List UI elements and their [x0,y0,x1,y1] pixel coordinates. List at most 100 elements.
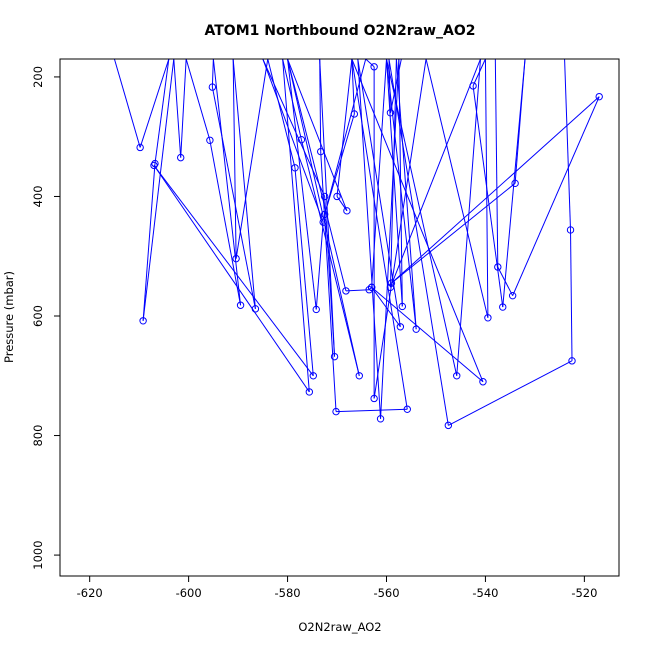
series-line-segment [282,59,310,392]
data-point [320,210,329,219]
data-point [412,325,420,333]
series-line-segment [180,59,187,158]
series-line-segment [514,59,526,184]
x-tick-label: -580 [275,586,301,600]
y-tick-label: 800 [31,425,45,447]
series-line-segment [336,59,353,197]
data-point [484,314,492,322]
series-line-segment [319,59,322,152]
data-point [330,352,339,361]
data-point [355,372,363,380]
data-point [150,161,158,170]
series-line-segment [345,289,370,292]
series-line-segment [185,59,211,141]
series-line-segment [142,59,175,321]
data-point [444,421,453,430]
data-point [251,305,260,313]
data-point [396,323,405,331]
data-point [297,135,306,144]
data-point [365,286,373,294]
x-tick-label: -520 [571,586,597,600]
data-point [343,207,351,215]
series-line-segment [212,59,242,306]
data-point [595,92,603,101]
y-tick-label: 1000 [31,540,45,569]
data-point [177,153,185,162]
series-line-segment [357,59,382,419]
data-point [499,303,507,311]
series-line-segment [153,165,310,393]
data-point [320,192,329,201]
data-point [370,394,378,403]
series-line-segment [324,113,355,215]
data-point [508,291,517,300]
y-tick-label: 600 [31,305,45,327]
x-axis-label: O2N2raw_AO2 [298,620,381,634]
series-line-segment [267,59,296,168]
x-tick-label: -560 [373,586,399,600]
data-point [350,110,359,118]
series-line-segment [287,59,347,292]
y-tick-label: 400 [31,185,45,207]
chart-title: ATOM1 Northbound O2N2raw_AO2 [205,23,476,39]
data-point [386,109,395,117]
data-point [568,357,576,365]
series-line-segment [209,140,242,306]
series-line-segment [154,59,170,164]
series-line-segment [448,360,573,426]
series-line-segment [494,59,499,268]
series-line-segment [262,59,324,223]
series-line-segment [153,165,314,377]
series-line-segment [386,59,458,376]
data-point [291,164,299,172]
series-line-segment [262,59,326,197]
series-line-segment [300,139,360,376]
series-line-segment [564,59,572,230]
series-line-segment [142,163,156,321]
data-point [139,317,147,325]
data-point [319,218,327,226]
series-line-segment [324,59,367,215]
data-point [312,305,320,314]
series-line-segment [235,59,269,259]
series-line-segment [315,222,324,310]
series-line-segment [287,59,348,211]
data-point [136,143,144,152]
series-line-segment [319,59,336,357]
series-line-segment [373,59,427,399]
series-line-segment [389,59,481,288]
series-line-segment [287,59,317,310]
y-tick-label: 200 [31,66,45,88]
series-line-segment [232,59,256,309]
series-line-segment [570,229,573,361]
series-line-segment [173,59,182,158]
series-line-segment [425,59,489,318]
data-point [232,254,240,263]
data-point [309,372,317,380]
series-line-segment [497,266,514,296]
data-point [566,226,575,234]
series-line-segment [211,59,214,88]
series-line-segment [380,59,400,419]
series-line-segment [472,59,486,87]
data-point [151,159,159,168]
series-line-segment [211,86,256,309]
data-layer [113,59,603,430]
series-line-segment [320,151,337,412]
series-line-segment [385,59,417,330]
data-point [342,287,350,295]
series-line-segment [232,59,237,259]
data-point [333,192,341,201]
x-tick-label: -600 [176,586,202,600]
y-axis-label: Pressure (mbar) [2,271,16,363]
data-point [398,302,407,311]
series-line-segment [371,286,484,383]
data-point [332,407,340,416]
series-line-segment [365,59,375,68]
data-point [367,283,376,292]
data-point [479,378,487,386]
data-point [208,83,217,91]
data-point [494,263,502,271]
data-point [236,301,245,309]
